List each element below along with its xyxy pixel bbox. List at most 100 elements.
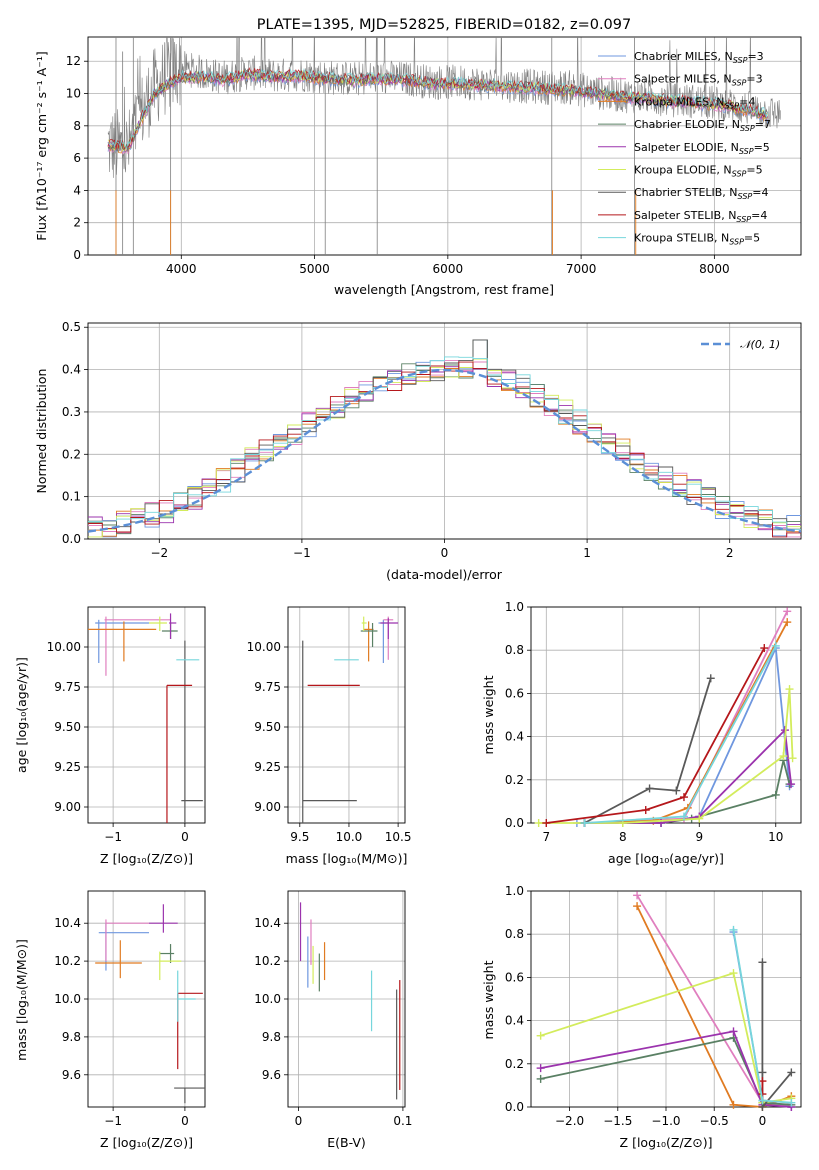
y-tick-label: 9.50 — [54, 720, 81, 734]
y-tick-label: 9.75 — [254, 680, 281, 694]
series-line — [584, 621, 788, 824]
legend-entry: Salpeter ELODIE, NSSP=5 — [634, 141, 770, 156]
x-tick-label: 4000 — [166, 262, 197, 276]
y-axis-label: age [log₁₀(age/yr)] — [14, 657, 29, 773]
y-tick-label: 0.4 — [505, 1014, 524, 1028]
x-tick-label: 0 — [441, 546, 449, 560]
mass-weight-vs-age-panel: 7 8 9 10 0.0 0.2 0.4 0.6 0.8 1.0 age [log₁₀(age/yr… — [481, 600, 802, 866]
legend-entry: Kroupa MILES, NSSP=4 — [634, 95, 755, 110]
y-tick-label: 0.0 — [505, 816, 524, 830]
y-tick-label: 0.5 — [62, 320, 81, 334]
y-tick-label: 0.8 — [505, 643, 524, 657]
age-vs-mass-panel: 9.5 10.0 10.5 9.00 9.25 9.50 9.75 10.00 mass [lo… — [247, 606, 411, 866]
y-tick-label: 0.6 — [505, 970, 524, 984]
y-tick-label: 4 — [73, 183, 81, 197]
model-spectrum-line — [107, 68, 769, 150]
y-tick-label: 10.0 — [54, 992, 81, 1006]
y-tick-label: 0.1 — [62, 490, 81, 504]
series-line — [538, 689, 794, 824]
mass-vs-Z-panel: −1 0 9.6 9.8 10.0 10.2 10.4 Z [log₁₀(Z/Z⊙)] mass… — [14, 890, 206, 1150]
x-tick-label: 7000 — [566, 262, 597, 276]
y-axis-label: Flux [fλ10⁻¹⁷ erg cm⁻² s⁻¹ A⁻¹] — [34, 51, 49, 240]
x-tick-label: 0 — [181, 1114, 189, 1128]
error-bars — [95, 904, 205, 1104]
y-tick-label: 0.2 — [505, 773, 524, 787]
spectrum-lines — [107, 37, 781, 255]
x-tick-label: −2 — [150, 546, 168, 560]
y-tick-label: 6 — [73, 151, 81, 165]
axes-frame — [530, 890, 802, 1108]
x-tick-label: 0 — [295, 1114, 303, 1128]
x-tick-label: 1 — [583, 546, 591, 560]
axes-frame — [87, 890, 206, 1108]
x-axis-label: Z [log₁₀(Z/Z⊙)] — [100, 851, 193, 866]
x-tick-label: −1.0 — [651, 1114, 680, 1128]
y-tick-label: 10.4 — [54, 916, 81, 930]
y-tick-label: 10.2 — [54, 954, 81, 968]
axes-frame — [287, 890, 406, 1108]
y-tick-label: 9.50 — [254, 720, 281, 734]
x-tick-label: −1.5 — [603, 1114, 632, 1128]
model-spectrum-line — [107, 67, 769, 152]
y-axis-label: Normed distribution — [34, 369, 49, 494]
x-tick-label: 6000 — [433, 262, 464, 276]
y-tick-label: 10.2 — [254, 954, 281, 968]
age-vs-Z-panel: −1 0 9.00 9.25 9.50 9.75 10.00 Z [log₁₀(Z/Z⊙)] a… — [14, 606, 206, 866]
series-line — [584, 678, 712, 824]
x-tick-label: 7 — [542, 830, 550, 844]
x-tick-label: 9.5 — [290, 830, 309, 844]
y-tick-label: 0.8 — [505, 927, 524, 941]
x-tick-label: 2 — [726, 546, 734, 560]
x-tick-label: −1 — [293, 546, 311, 560]
y-axis-label: mass weight — [481, 960, 496, 1039]
data-spectrum-line — [107, 37, 781, 178]
y-tick-label: 0.4 — [62, 363, 81, 377]
plot-layer: 4000 5000 6000 7000 8000024681012wavelength … — [14, 36, 802, 1150]
histogram-line — [88, 339, 801, 530]
y-tick-label: 10.00 — [247, 640, 281, 654]
axes-frame — [87, 36, 802, 256]
x-tick-label: 8000 — [699, 262, 730, 276]
legend-entry: Chabrier ELODIE, NSSP=7 — [634, 118, 771, 133]
x-axis-label: age [log₁₀(age/yr)] — [608, 851, 724, 866]
y-tick-label: 9.8 — [262, 1030, 281, 1044]
mass-vs-ebv-panel: 0 0.1 9.6 9.8 10.0 10.2 10.4 E(B-V) — [254, 890, 412, 1150]
x-tick-label: −1 — [104, 1114, 122, 1128]
x-tick-label: 9 — [695, 830, 703, 844]
y-tick-label: 10.0 — [254, 992, 281, 1006]
y-tick-label: 0.3 — [62, 405, 81, 419]
y-tick-label: 0.6 — [505, 686, 524, 700]
y-tick-label: 2 — [73, 216, 81, 230]
legend: Chabrier MILES, NSSP=3 Salpeter MILES, NS… — [598, 50, 771, 247]
legend-entry: Chabrier STELIB, NSSP=4 — [634, 186, 768, 201]
y-tick-label: 9.75 — [54, 680, 81, 694]
histogram-line — [88, 361, 801, 538]
y-tick-label: 9.25 — [54, 760, 81, 774]
normal-curve — [87, 368, 802, 533]
y-tick-label: 10.00 — [47, 640, 81, 654]
x-tick-label: 10.0 — [336, 830, 363, 844]
y-tick-label: 9.00 — [54, 800, 81, 814]
spectrum-panel: 4000 5000 6000 7000 8000 0 2 4 6 8 10 12 wavelength … — [34, 36, 802, 297]
legend-entry: Salpeter MILES, NSSP=3 — [634, 73, 763, 88]
x-tick-label: −1 — [104, 830, 122, 844]
error-bars — [88, 613, 203, 823]
x-tick-label: −2.0 — [555, 1114, 584, 1128]
y-tick-label: 1.0 — [505, 600, 524, 614]
legend-entry: Salpeter STELIB, NSSP=4 — [634, 209, 767, 224]
x-axis-label: wavelength [Angstrom, rest frame] — [334, 282, 554, 297]
error-bars — [302, 616, 399, 823]
y-axis-label: mass [log₁₀(M/M⊙)] — [14, 939, 29, 1061]
series-line — [546, 647, 766, 824]
legend-entry: Kroupa ELODIE, NSSP=5 — [634, 164, 763, 179]
y-tick-label: 12 — [66, 54, 81, 68]
legend-entry: Chabrier MILES, NSSP=3 — [634, 50, 764, 65]
x-axis-label: E(B-V) — [327, 1135, 366, 1150]
y-tick-label: 0.4 — [505, 730, 524, 744]
y-tick-label: 0.2 — [505, 1057, 524, 1071]
x-tick-label: 5000 — [299, 262, 330, 276]
x-tick-label: 0 — [181, 830, 189, 844]
figure-title: PLATE=1395, MJD=52825, FIBERID=0182, z=0… — [257, 17, 631, 33]
series-line — [540, 1030, 792, 1108]
y-tick-label: 9.25 — [254, 760, 281, 774]
